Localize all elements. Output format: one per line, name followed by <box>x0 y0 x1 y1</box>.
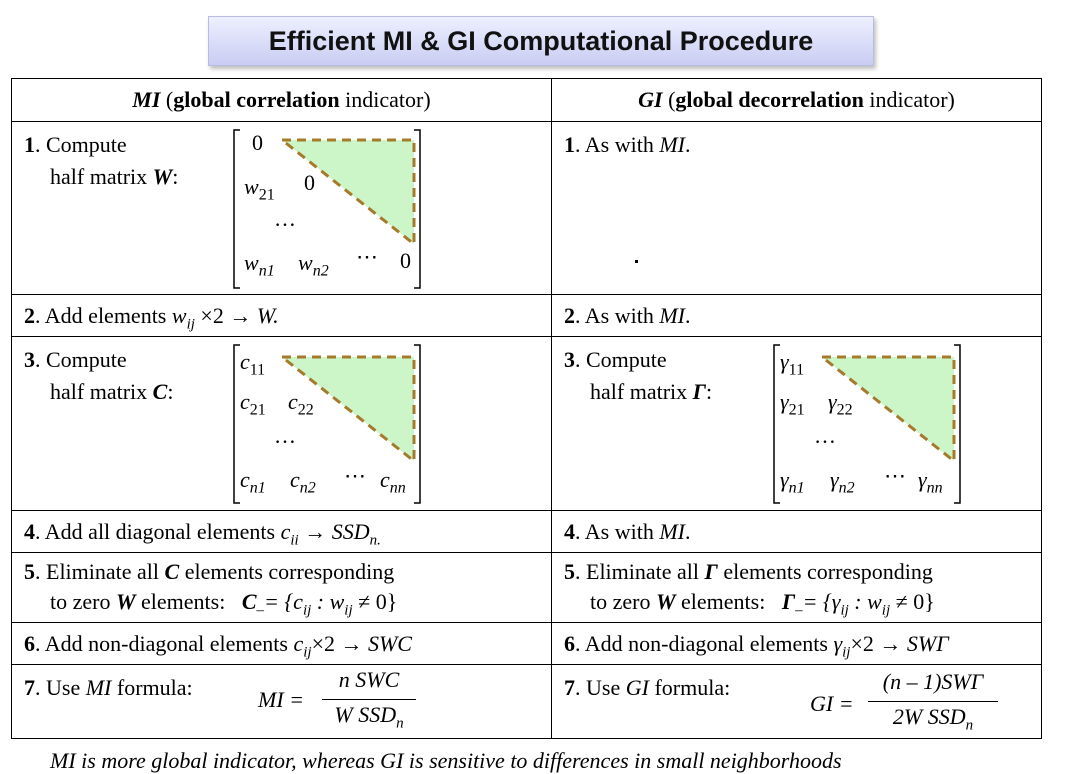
w-ann: 0 <box>400 248 411 273</box>
step-1-gi: 1. As with MI. <box>551 121 1042 295</box>
step-2-mi: 2. Add elements wij ×2 → W. <box>11 294 552 337</box>
g-cdots: ⋯ <box>884 463 906 488</box>
upper-triangle-shape <box>277 138 416 248</box>
g-nn: γnn <box>918 467 943 497</box>
upper-triangle-shape <box>817 355 956 465</box>
c-n1: cn1 <box>240 467 266 497</box>
gi-formula-denominator: 2W SSDn <box>868 701 998 734</box>
step-7-gi: 7. Use GI formula: GI = (n – 1)SWΓ 2W SS… <box>551 664 1042 739</box>
w-cdots: ⋯ <box>356 244 378 269</box>
step-2-gi: 2. As with MI. <box>551 294 1042 337</box>
c-dots: … <box>274 423 296 448</box>
c-n2: cn2 <box>290 467 316 497</box>
g-dots: … <box>814 423 836 448</box>
step-5-row: 5. Eliminate all C elements correspondin… <box>11 552 1042 623</box>
w-dots: … <box>274 206 296 231</box>
w-a11: 0 <box>252 130 263 155</box>
c-11: c11 <box>240 349 266 379</box>
title-banner: Efficient MI & GI Computational Procedur… <box>208 16 874 66</box>
w-n2: wn2 <box>298 250 329 280</box>
step-6-gi: 6. Add non-diagonal elements γij×2 → SWΓ <box>551 622 1042 665</box>
step-1-mi: 1. Compute half matrix W: 0 w21 0 … wn1 … <box>11 121 552 295</box>
w-21: w21 <box>244 174 275 204</box>
step-4-row: 4. Add all diagonal elements cii → SSDn.… <box>11 510 1042 553</box>
c-nn: cnn <box>380 467 406 497</box>
step-3-mi: 3. Compute half matrix C: c11 c21 c22 … … <box>11 336 552 511</box>
g-n1: γn1 <box>780 467 805 497</box>
g-21: γ21 <box>780 389 805 419</box>
mi-formula-lhs: MI = <box>258 687 304 712</box>
step-4-gi: 4. As with MI. <box>551 510 1042 553</box>
c-21: c21 <box>240 389 266 419</box>
header-row: MI (global correlation indicator) GI (gl… <box>11 78 1042 122</box>
upper-triangle-shape <box>277 355 416 465</box>
procedure-table: MI (global correlation indicator) GI (gl… <box>11 78 1042 739</box>
gi-formula-lhs: GI = <box>810 691 854 716</box>
c-cdots: ⋯ <box>344 463 366 488</box>
g-n2: γn2 <box>830 467 855 497</box>
step-5-mi: 5. Eliminate all C elements correspondin… <box>11 552 552 623</box>
gi-formula-numerator: (n – 1)SWΓ <box>882 669 984 694</box>
w-a22: 0 <box>304 170 315 195</box>
step-7-row: 7. Use MI formula: MI = n SWC W SSDn 7. … <box>11 664 1042 739</box>
mi-formula-numerator: n SWC <box>338 667 400 692</box>
step-6-row: 6. Add non-diagonal elements cij×2 → SWC… <box>11 622 1042 665</box>
step-4-mi: 4. Add all diagonal elements cii → SSDn. <box>11 510 552 553</box>
step-3-gi: 3. Compute half matrix Γ: γ11 γ21 γ22 … … <box>551 336 1042 511</box>
step-7-mi: 7. Use MI formula: MI = n SWC W SSDn <box>11 664 552 739</box>
matrix-gamma-graphic <box>773 344 961 504</box>
step-1-row: 1. Compute half matrix W: 0 w21 0 … wn1 … <box>11 121 1042 295</box>
page-title: Efficient MI & GI Computational Procedur… <box>268 25 814 56</box>
gi-header: GI (global decorrelation indicator) <box>551 78 1042 122</box>
mi-header: MI (global correlation indicator) <box>11 78 552 122</box>
w-n1: wn1 <box>244 250 275 280</box>
bottom-note: MI is more global indicator, whereas GI … <box>50 748 842 773</box>
matrix-w-graphic <box>233 129 421 289</box>
g-11: γ11 <box>780 349 805 379</box>
step-3-row: 3. Compute half matrix C: c11 c21 c22 … … <box>11 336 1042 511</box>
step-6-mi: 6. Add non-diagonal elements cij×2 → SWC <box>11 622 552 665</box>
dot-mark <box>635 260 638 263</box>
mi-formula-denominator: W SSDn <box>322 699 416 732</box>
g-22: γ22 <box>828 389 853 419</box>
c-22: c22 <box>288 389 314 419</box>
matrix-c-graphic <box>233 344 421 504</box>
step-5-gi: 5. Eliminate all Γ elements correspondin… <box>551 552 1042 623</box>
step-2-row: 2. Add elements wij ×2 → W. 2. As with M… <box>11 294 1042 337</box>
